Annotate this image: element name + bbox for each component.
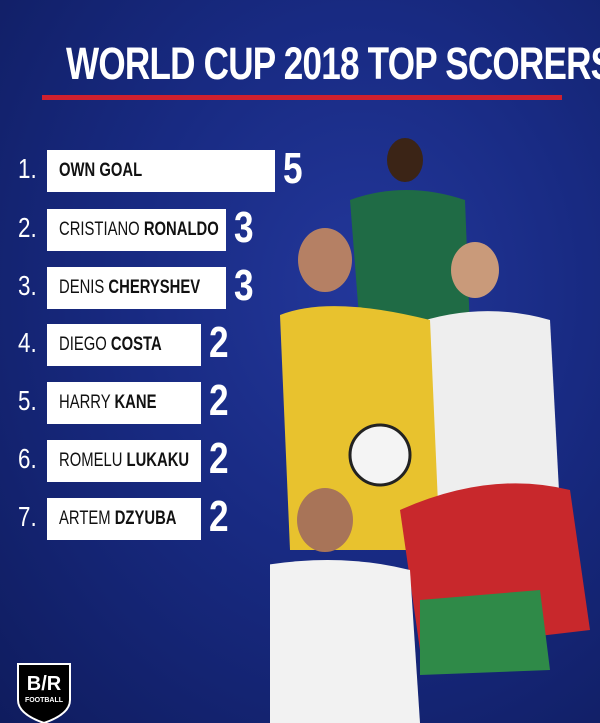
bar: HARRY KANE: [47, 382, 201, 424]
value-label: 2: [209, 318, 229, 367]
last-name: KANE: [114, 392, 157, 413]
first-name: DIEGO: [59, 334, 111, 355]
first-name: DENIS: [59, 277, 109, 298]
value-label: 2: [209, 376, 229, 425]
br-football-logo: B/R FOOTBALL: [17, 663, 71, 723]
last-name: DZYUBA: [114, 508, 177, 529]
value-label: 2: [209, 492, 229, 541]
bar: DIEGO COSTA: [47, 324, 201, 366]
last-name: CHERYSHEV: [108, 277, 201, 298]
last-name: OWN GOAL: [59, 160, 143, 181]
rank-label: 7.: [18, 501, 37, 532]
svg-text:B/R: B/R: [27, 673, 62, 695]
bar: ROMELU LUKAKU: [47, 440, 201, 482]
value-label: 2: [209, 434, 229, 483]
last-name: LUKAKU: [126, 450, 190, 471]
bar: CRISTIANO RONALDO: [47, 209, 226, 251]
players-photo: [270, 138, 590, 723]
bar: ARTEM DZYUBA: [47, 498, 201, 540]
svg-text:FOOTBALL: FOOTBALL: [25, 697, 64, 704]
value-label: 3: [233, 261, 254, 310]
rank-label: 5.: [18, 385, 37, 416]
last-name: COSTA: [110, 334, 162, 355]
value-label: 5: [282, 144, 303, 193]
bar: OWN GOAL: [47, 150, 275, 192]
last-name: RONALDO: [143, 219, 219, 240]
title-underline: [42, 95, 562, 100]
bar: DENIS CHERYSHEV: [47, 267, 226, 309]
first-name: CRISTIANO: [59, 219, 144, 240]
first-name: ARTEM: [59, 508, 115, 529]
page-title: WORLD CUP 2018 TOP SCORERS: [66, 38, 600, 89]
value-label: 3: [233, 203, 254, 252]
first-name: HARRY: [59, 392, 115, 413]
rank-label: 4.: [18, 327, 37, 358]
rank-label: 2.: [18, 212, 37, 243]
rank-label: 6.: [18, 443, 37, 474]
rank-label: 3.: [18, 270, 37, 301]
first-name: ROMELU: [59, 450, 127, 471]
rank-label: 1.: [18, 153, 37, 184]
